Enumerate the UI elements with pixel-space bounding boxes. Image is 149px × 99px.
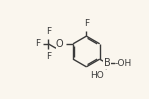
Text: F: F (84, 19, 89, 28)
Text: F: F (46, 27, 51, 36)
Text: F: F (35, 39, 40, 48)
Text: HO: HO (91, 71, 104, 80)
Text: -OH: -OH (115, 59, 132, 68)
Text: O: O (56, 39, 63, 49)
Text: F: F (46, 52, 51, 61)
Text: B: B (104, 58, 110, 68)
